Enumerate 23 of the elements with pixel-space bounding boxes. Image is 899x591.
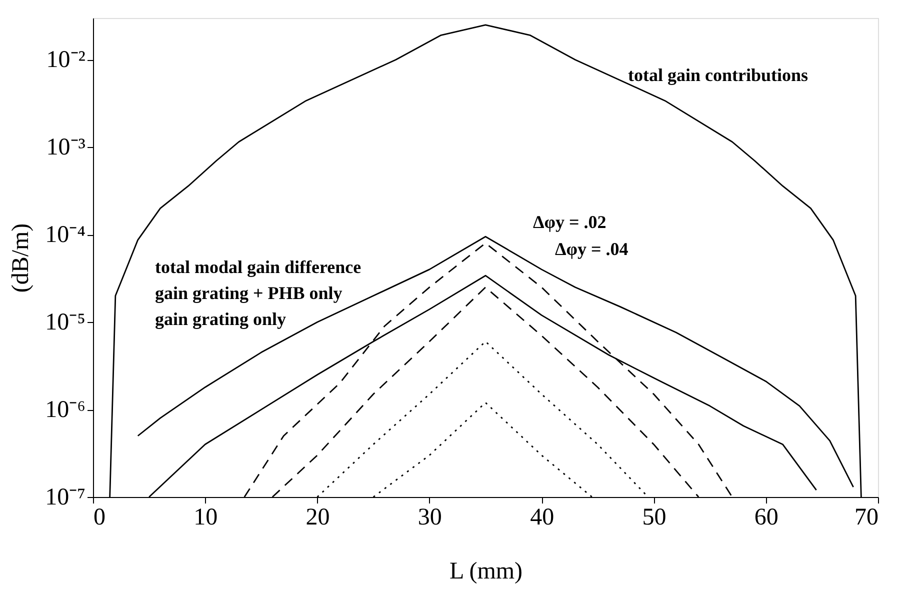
x-tick-label: 0 xyxy=(94,504,106,530)
y-tick-label: 10⁻⁵ xyxy=(45,310,86,336)
x-tick-label: 60 xyxy=(754,504,778,530)
annotation: total gain contributions xyxy=(628,65,808,85)
y-tick-label: 10⁻⁶ xyxy=(45,397,86,424)
x-tick-label: 20 xyxy=(306,504,330,530)
x-tick-label: 70 xyxy=(854,504,878,530)
y-axis-title: (dB/m) xyxy=(8,223,34,293)
annotation: Δφy = .04 xyxy=(555,239,628,259)
x-tick-label: 30 xyxy=(418,504,442,530)
annotation: total modal gain difference xyxy=(155,257,362,277)
annotation: gain grating + PHB only xyxy=(155,283,342,303)
annotation: Δφy = .02 xyxy=(533,212,606,232)
annotation: gain grating only xyxy=(155,309,286,329)
x-tick-label: 40 xyxy=(530,504,554,530)
y-tick-label: 10⁻⁷ xyxy=(45,484,86,510)
x-tick-label: 50 xyxy=(642,504,666,530)
y-tick-label: 10⁻³ xyxy=(46,134,86,161)
y-tick-label: 10⁻⁴ xyxy=(45,222,86,248)
line-series xyxy=(137,236,854,488)
y-tick-label: 10⁻² xyxy=(46,47,86,74)
x-axis-title: L (mm) xyxy=(449,558,523,584)
x-tick-label: 10 xyxy=(194,504,218,530)
